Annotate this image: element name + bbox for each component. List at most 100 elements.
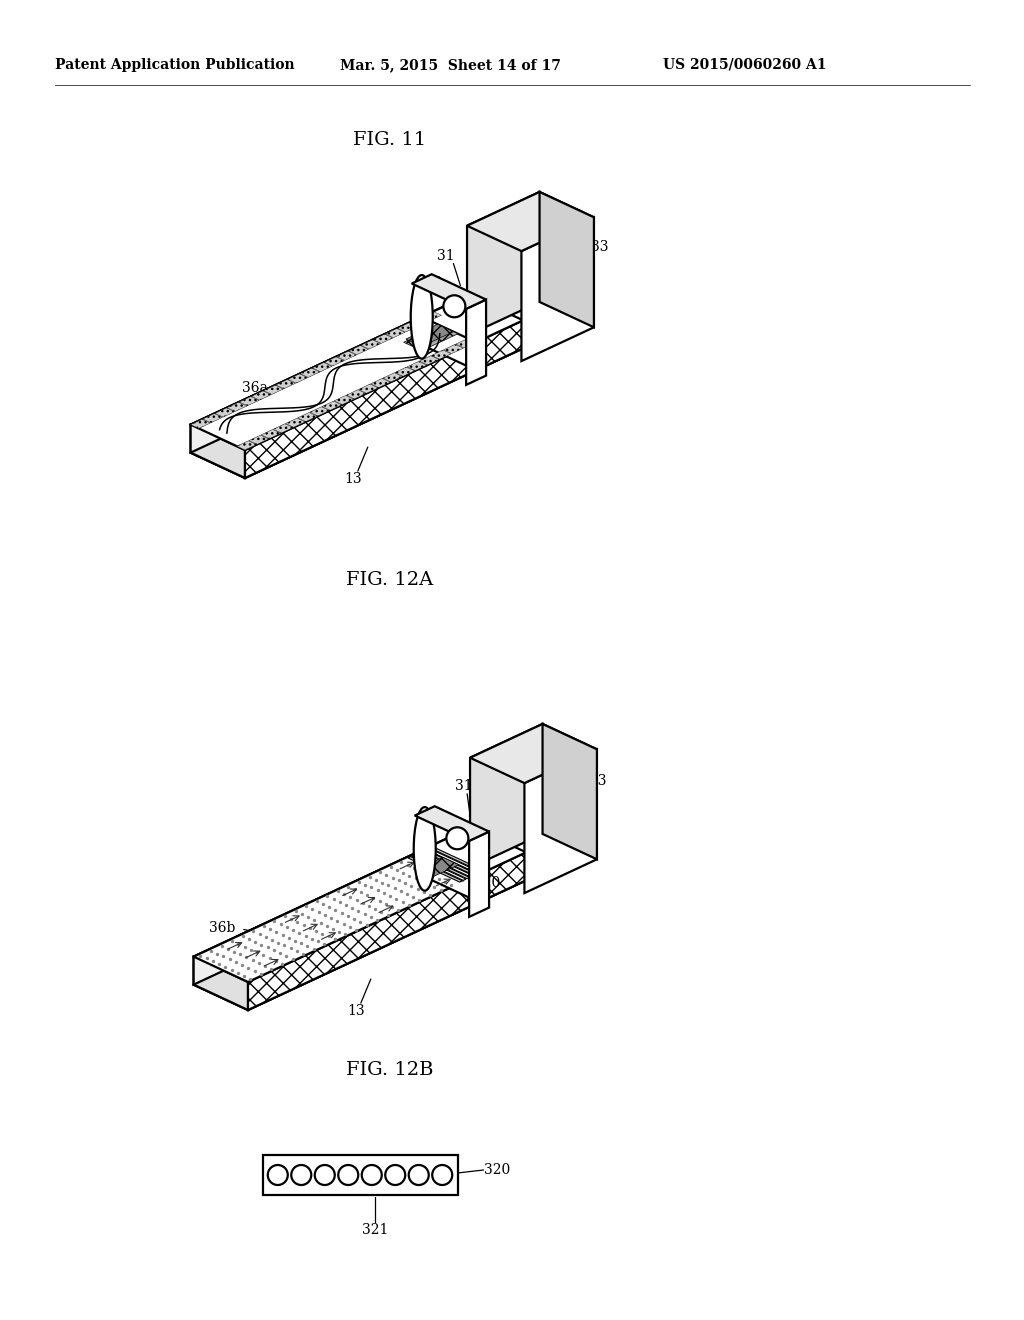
Polygon shape (249, 436, 268, 445)
Point (209, 942, 225, 964)
Point (236, 965, 252, 986)
Point (437, 871, 454, 892)
Polygon shape (425, 849, 479, 903)
Polygon shape (383, 372, 402, 381)
Point (291, 923, 307, 944)
Point (306, 909, 323, 931)
Point (420, 874, 436, 895)
Polygon shape (371, 379, 390, 388)
Point (265, 940, 282, 961)
Polygon shape (456, 339, 475, 348)
Circle shape (446, 828, 468, 849)
Point (332, 892, 348, 913)
Point (239, 946, 255, 968)
Polygon shape (298, 412, 317, 421)
Point (302, 917, 318, 939)
Point (203, 940, 219, 961)
Polygon shape (543, 723, 597, 859)
Text: 13: 13 (347, 1005, 365, 1018)
Point (310, 902, 327, 923)
Polygon shape (252, 391, 271, 400)
Point (340, 876, 356, 898)
Point (445, 855, 462, 876)
Point (219, 939, 236, 960)
Point (380, 875, 396, 896)
Point (401, 865, 418, 886)
Text: FIG. 12A: FIG. 12A (346, 572, 433, 589)
Point (229, 962, 246, 983)
Point (358, 913, 375, 935)
Polygon shape (194, 813, 502, 985)
Polygon shape (190, 425, 245, 478)
Polygon shape (349, 346, 369, 355)
Point (464, 865, 480, 886)
Point (224, 931, 241, 952)
Polygon shape (426, 849, 480, 874)
Polygon shape (360, 339, 381, 348)
Text: 320: 320 (480, 230, 506, 243)
Point (372, 891, 388, 912)
Polygon shape (499, 281, 553, 334)
Text: 32: 32 (478, 853, 496, 867)
Point (247, 961, 263, 982)
Polygon shape (469, 832, 489, 917)
Point (205, 950, 221, 972)
Point (245, 949, 261, 970)
Point (226, 941, 243, 962)
Point (312, 912, 329, 933)
Point (289, 941, 305, 962)
Point (386, 878, 402, 899)
Polygon shape (263, 385, 284, 395)
Point (430, 869, 446, 890)
Polygon shape (385, 329, 404, 338)
Point (232, 944, 249, 965)
Point (369, 909, 385, 931)
Point (319, 886, 336, 907)
Polygon shape (325, 356, 344, 366)
Point (283, 937, 299, 958)
Point (294, 904, 310, 925)
Polygon shape (190, 281, 499, 453)
Point (223, 960, 240, 981)
Point (383, 857, 399, 878)
Text: 32: 32 (425, 276, 442, 289)
Point (388, 888, 404, 909)
Point (357, 874, 374, 895)
Point (354, 892, 371, 913)
Point (245, 920, 261, 941)
Point (418, 863, 434, 884)
Polygon shape (403, 325, 458, 351)
Circle shape (432, 1166, 453, 1185)
Polygon shape (397, 323, 417, 333)
Point (346, 879, 362, 900)
Point (342, 887, 358, 908)
Point (352, 911, 369, 932)
Point (241, 957, 257, 978)
Point (340, 906, 356, 927)
Point (422, 884, 438, 906)
Point (331, 921, 347, 942)
Point (390, 899, 407, 920)
Text: 31: 31 (456, 779, 473, 793)
Polygon shape (288, 374, 307, 383)
Point (422, 855, 438, 876)
Point (233, 954, 250, 975)
Point (281, 927, 297, 948)
Polygon shape (310, 407, 330, 416)
Text: 36b: 36b (209, 921, 234, 936)
Polygon shape (358, 384, 378, 393)
Point (276, 906, 293, 927)
Point (392, 880, 409, 902)
Text: 321: 321 (361, 1224, 388, 1237)
Point (256, 916, 272, 937)
Text: Mar. 5, 2015  Sheet 14 of 17: Mar. 5, 2015 Sheet 14 of 17 (340, 58, 560, 73)
Polygon shape (194, 813, 556, 982)
Point (288, 900, 304, 921)
Polygon shape (190, 309, 553, 478)
Point (384, 867, 400, 888)
Polygon shape (248, 838, 556, 1010)
Polygon shape (470, 723, 597, 783)
Point (424, 866, 440, 887)
Point (389, 859, 406, 880)
Point (285, 949, 301, 970)
